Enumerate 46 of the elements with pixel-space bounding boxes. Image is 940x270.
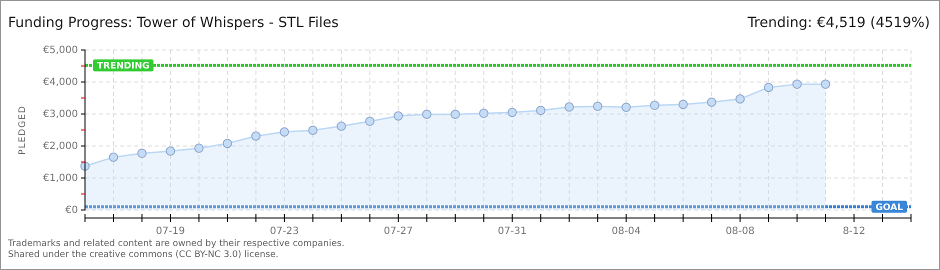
point — [764, 82, 774, 92]
x-tick-label: 08-08 — [726, 226, 755, 237]
point — [678, 100, 688, 110]
point — [706, 97, 716, 107]
point — [137, 148, 147, 158]
point — [251, 131, 261, 141]
point — [621, 102, 631, 112]
y-tick-label: €5,000 — [43, 45, 78, 56]
chart-subtitle: Trending: €4,519 (4519%) — [746, 15, 930, 31]
ref-line-label: GOAL — [876, 202, 904, 213]
point — [564, 102, 574, 112]
y-tick-label: €3,000 — [43, 109, 78, 120]
point — [650, 100, 660, 110]
point — [479, 108, 488, 118]
text: Shared under the creative commons (CC BY-NC 3.0) license. — [8, 250, 279, 260]
point — [735, 94, 745, 104]
point — [108, 152, 118, 162]
point — [450, 110, 460, 119]
point — [593, 102, 602, 111]
ref-line-label: TRENDING — [97, 61, 150, 72]
point — [194, 144, 204, 153]
x-tick-label: 07-27 — [384, 226, 413, 237]
y-tick-label: €2,000 — [43, 141, 78, 152]
x-tick-label: 07-23 — [270, 226, 299, 237]
point — [536, 106, 546, 116]
x-tick-label: 07-19 — [156, 226, 185, 237]
y-tick-label: €1,000 — [43, 173, 78, 184]
point — [222, 138, 232, 148]
y-tick-label: €4,000 — [43, 77, 78, 88]
point — [365, 116, 375, 126]
point — [820, 80, 830, 89]
x-tick-label: 07-31 — [498, 226, 527, 237]
chart-title: Funding Progress: Tower of Whispers - STL Files — [8, 15, 339, 31]
point — [308, 126, 318, 135]
point — [280, 127, 290, 137]
x-tick-label: 8-12 — [842, 226, 866, 237]
point — [792, 80, 802, 89]
x-tick-label: 08-04 — [612, 226, 641, 237]
y-tick-label: €0 — [65, 205, 78, 216]
point — [422, 110, 432, 119]
point — [336, 121, 346, 131]
text: Trademarks and related content are owned by their respective companies. — [7, 239, 344, 249]
point — [508, 108, 517, 118]
point — [166, 146, 176, 156]
point — [394, 111, 403, 121]
y-axis-title: PLEDGED — [18, 105, 28, 155]
